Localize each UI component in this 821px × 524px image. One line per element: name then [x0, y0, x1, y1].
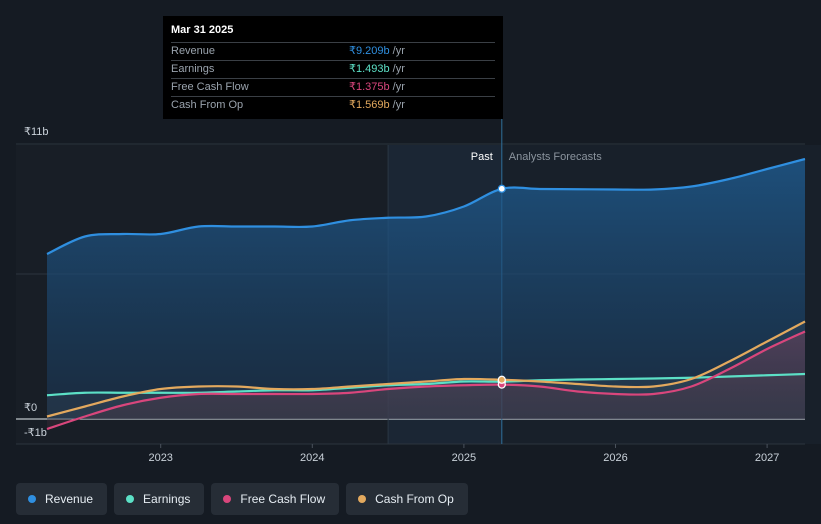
tooltip: Mar 31 2025 Revenue ₹9.209b /yr Earnings… [163, 16, 503, 119]
marker-cash-from-op [497, 375, 506, 384]
financial-chart: ₹11b ₹0 -₹1b 2023 2024 2025 2026 2027 Past Analys… [16, 16, 806, 464]
legend-dot-icon [358, 495, 367, 503]
legend-label: Cash From Op [375, 492, 454, 506]
tooltip-value: ₹1.375b [349, 81, 390, 93]
legend-dot-icon [28, 495, 36, 503]
legend-item-earnings[interactable]: Earnings [114, 483, 205, 515]
y-tick-label: ₹0 [24, 402, 37, 414]
marker-revenue [497, 184, 506, 193]
legend-item-free-cash-flow[interactable]: Free Cash Flow [211, 483, 340, 515]
tooltip-label: Free Cash Flow [171, 81, 249, 93]
line-revenue [46, 157, 806, 255]
x-tick-label: 2027 [755, 452, 779, 464]
x-tick-label: 2026 [603, 452, 627, 464]
x-tick-label: 2023 [148, 452, 172, 464]
area-free-cash-flow [47, 331, 805, 429]
line-cash-from-op [46, 320, 806, 418]
tooltip-row-earnings: Earnings ₹1.493b /yr [171, 60, 495, 78]
legend-item-revenue[interactable]: Revenue [16, 483, 108, 515]
legend: Revenue Earnings Free Cash Flow Cash Fro… [16, 483, 468, 515]
tooltip-label: Cash From Op [171, 99, 244, 111]
line-free-cash-flow [46, 330, 806, 431]
past-label: Past [471, 151, 493, 163]
tooltip-row-revenue: Revenue ₹9.209b /yr [171, 42, 495, 60]
legend-dot-icon [223, 495, 232, 503]
tooltip-date: Mar 31 2025 [171, 24, 234, 36]
tooltip-unit: /yr [392, 81, 405, 93]
tooltip-value: ₹9.209b [349, 45, 390, 57]
legend-dot-icon [126, 495, 135, 503]
legend-item-cash-from-op[interactable]: Cash From Op [346, 483, 468, 515]
tooltip-unit: /yr [392, 63, 405, 75]
legend-label: Free Cash Flow [240, 492, 326, 506]
line-earnings [46, 372, 806, 397]
tooltip-value: ₹1.569b [349, 99, 390, 111]
y-tick-label: -₹1b [24, 427, 47, 439]
tooltip-row-cash-from-op: Cash From Op ₹1.569b /yr [171, 96, 495, 114]
tooltip-label: Revenue [171, 45, 216, 57]
tooltip-unit: /yr [392, 45, 405, 57]
forecast-label: Analysts Forecasts [509, 151, 602, 163]
tooltip-value: ₹1.493b [349, 63, 390, 75]
legend-label: Revenue [45, 492, 94, 506]
area-revenue [47, 159, 805, 419]
tooltip-label: Earnings [171, 63, 215, 75]
y-tick-label: ₹11b [24, 126, 49, 138]
x-tick-label: 2024 [300, 452, 324, 464]
tooltip-row-free-cash-flow: Free Cash Flow ₹1.375b /yr [171, 78, 495, 96]
legend-label: Earnings [143, 492, 191, 506]
x-tick-label: 2025 [452, 452, 476, 464]
tooltip-unit: /yr [392, 99, 405, 111]
